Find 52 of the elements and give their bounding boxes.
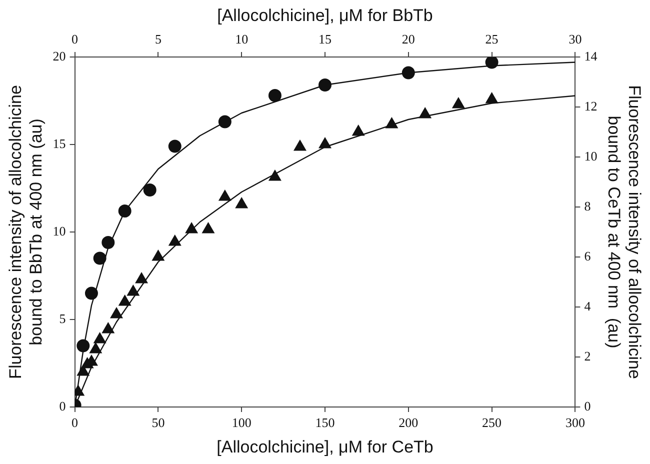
x2-tick-label: 15 — [318, 32, 332, 47]
y2-tick-label: 8 — [584, 198, 591, 214]
point — [235, 198, 248, 208]
y-tick-label: 5 — [59, 310, 66, 326]
x2-axis-title: [Allocolchicine], μM for BbTb — [217, 6, 433, 25]
point — [218, 190, 232, 201]
point — [135, 272, 148, 284]
y2-tick-label: 2 — [584, 348, 591, 364]
y2-tick-label: 14 — [584, 48, 598, 64]
point — [352, 125, 364, 136]
y2-tick-label: 0 — [584, 398, 591, 414]
point — [418, 108, 432, 118]
x-tick-label: 100 — [232, 415, 252, 430]
x-tick-label: 0 — [72, 415, 78, 430]
point — [90, 342, 102, 354]
y-axis-title: Fluorescence intensity of allocolchicine bound to BbTb at 400 nm (au) — [6, 85, 46, 379]
x-tick-label: 150 — [315, 415, 335, 430]
x2-tick-label: 10 — [235, 32, 248, 47]
point — [386, 118, 398, 128]
point — [452, 98, 465, 108]
y2-tick-label: 10 — [584, 148, 598, 164]
x2-tick-label: 0 — [72, 32, 78, 47]
point — [294, 140, 306, 151]
x2-tick-label: 25 — [485, 32, 498, 47]
y-tick-label: 10 — [52, 223, 66, 238]
y2-tick-label: 12 — [584, 98, 598, 114]
point — [94, 332, 106, 344]
x-axis-title: [Allocolchicine], μM for CeTb — [216, 437, 434, 456]
point — [202, 222, 214, 234]
y2-tick-label: 4 — [584, 298, 592, 314]
point — [152, 250, 164, 261]
point — [268, 170, 282, 181]
y-tick-label: 0 — [59, 398, 66, 414]
x2-tick-label: 20 — [402, 32, 415, 47]
point — [118, 295, 131, 306]
point — [168, 235, 182, 246]
point — [486, 92, 498, 104]
x2-tick-label: 5 — [154, 32, 162, 47]
y-tick-label: 20 — [52, 48, 66, 64]
point — [185, 222, 198, 234]
x-tick-label: 200 — [398, 415, 418, 430]
x-tick-label: 250 — [482, 415, 502, 430]
x2-tick-label: 30 — [568, 32, 582, 47]
y-tick-label: 15 — [52, 136, 66, 151]
y2-tick-label: 6 — [584, 248, 592, 264]
y2-axis-title: Fluorescence intensity of allocolchicine bound to CeTb at 400 nm (au) — [604, 85, 644, 379]
point — [102, 322, 114, 334]
point — [110, 308, 123, 318]
x-tick-label: 300 — [565, 415, 585, 430]
point — [127, 285, 140, 296]
x-tick-label: 50 — [152, 415, 165, 430]
point — [318, 138, 332, 148]
